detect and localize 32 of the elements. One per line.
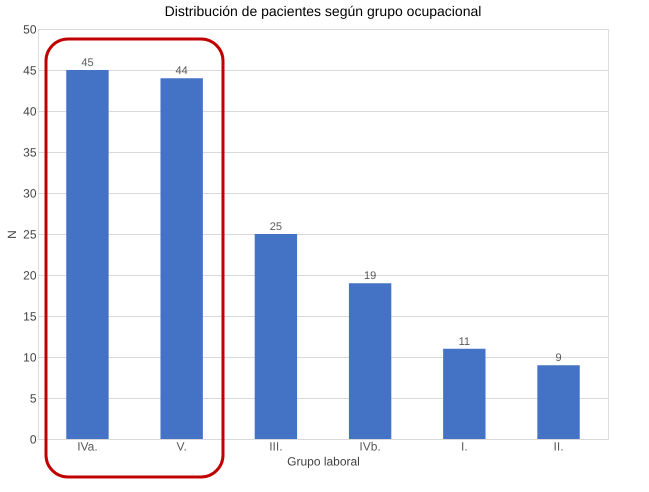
x-tick-label: IVa. [77, 440, 98, 454]
y-tick-label: 45 [23, 64, 37, 78]
bar [160, 78, 203, 439]
y-tick-label: 20 [23, 268, 37, 282]
y-tick-label: 0 [30, 432, 37, 446]
data-label: 45 [81, 57, 94, 69]
x-tick-label: V. [176, 440, 187, 454]
bar [66, 70, 109, 439]
y-tick-label: 15 [23, 310, 37, 324]
chart-title: Distribución de pacientes según grupo ocupacional [164, 3, 482, 19]
y-tick-label: 5 [30, 392, 37, 406]
y-tick-label: 10 [23, 350, 37, 364]
y-tick-label: 50 [23, 22, 37, 36]
data-label: 9 [555, 352, 562, 364]
data-label: 25 [270, 221, 282, 233]
y-tick-label: 35 [23, 146, 37, 160]
x-tick-label: II. [554, 440, 564, 454]
data-label: 44 [176, 65, 188, 78]
data-label: 11 [458, 336, 470, 348]
y-tick-label: 40 [23, 104, 37, 118]
bar [537, 365, 580, 439]
x-tick-label: IVb. [359, 440, 381, 454]
x-axis-title: Grupo laboral [287, 454, 360, 468]
bar [443, 348, 486, 439]
x-tick-label: III. [269, 440, 283, 454]
bar [254, 234, 298, 439]
y-tick-label: 30 [23, 186, 37, 200]
data-label: 19 [364, 270, 376, 282]
y-axis-title: N [5, 230, 20, 239]
x-tick-label: I. [460, 440, 468, 454]
bar [348, 283, 392, 439]
y-tick-label: 25 [23, 228, 37, 242]
